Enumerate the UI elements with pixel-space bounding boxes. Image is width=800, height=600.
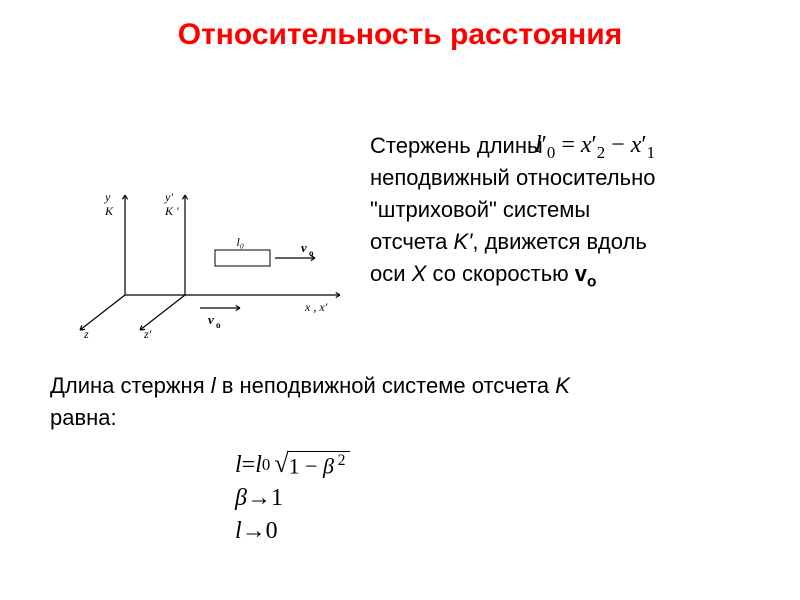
text-length-a: Длина стержня	[50, 373, 211, 398]
text-stationary-b: "штриховой" системы	[370, 197, 590, 222]
text-velocity-v: v	[575, 261, 587, 286]
formula-length-contraction: l = l0 √ 1 − β 2	[235, 451, 535, 479]
text-velocity-sub: o	[587, 273, 596, 290]
text-axis-a: оси	[370, 261, 412, 286]
text-stationary-a: неподвижный относительно	[370, 165, 655, 190]
text-frame-b: , движется вдоль	[472, 229, 646, 254]
svg-text:x , x': x , x'	[304, 300, 328, 314]
formula-l-limit: l → 0	[235, 518, 535, 545]
formula-block: l = l0 √ 1 − β 2 β → 1 l → 0	[235, 445, 535, 551]
text-kprime: K'	[453, 229, 472, 254]
text-equals: равна:	[50, 405, 117, 430]
svg-text:o: o	[309, 248, 314, 258]
text-length-b: в неподвижной системе отсчета	[216, 373, 556, 398]
svg-text:v: v	[208, 312, 214, 327]
formula-beta-limit: β → 1	[235, 485, 535, 512]
text-axis-x: X	[412, 261, 427, 286]
text-length-k: K	[555, 373, 570, 398]
svg-text:v: v	[301, 240, 307, 255]
text-rod-length-prefix: Cтержень длины	[370, 133, 543, 158]
text-frame-a: отсчета	[370, 229, 453, 254]
svg-text:y: y	[104, 190, 111, 204]
paragraph-right: Cтержень длины неподвижный относительно …	[370, 130, 780, 293]
svg-text:l₀: l₀	[237, 235, 245, 249]
text-axis-b: со скоростью	[426, 261, 574, 286]
svg-text:K ': K '	[164, 204, 179, 218]
svg-text:o: o	[216, 320, 221, 330]
svg-text:y': y'	[164, 190, 173, 204]
svg-text:z: z	[83, 327, 89, 340]
slide-title: Относительность расстояния	[0, 18, 800, 52]
svg-text:K: K	[104, 204, 114, 218]
paragraph-bottom: Длина стержня l в неподвижной системе от…	[50, 370, 750, 434]
svg-text:z': z'	[143, 327, 152, 340]
coordinate-diagram: x , x'yKzy'K 'z'l₀vovo	[40, 150, 360, 340]
